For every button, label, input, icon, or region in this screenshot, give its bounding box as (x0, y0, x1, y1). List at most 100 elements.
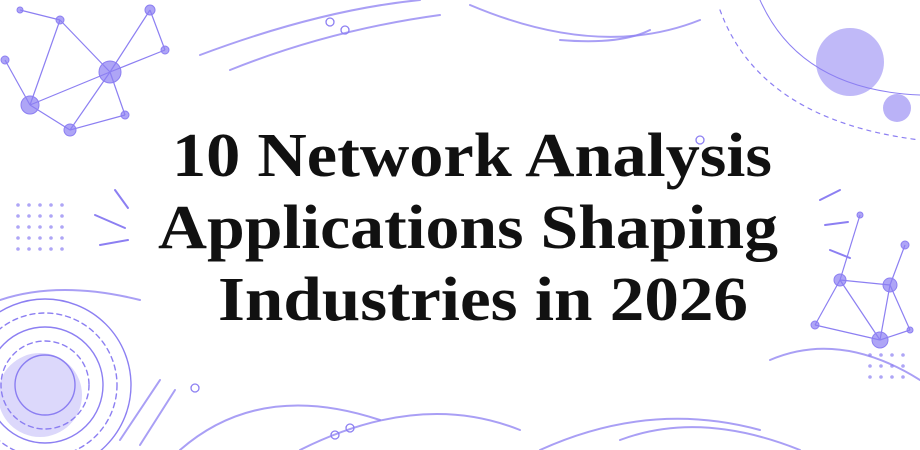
scribble (539, 417, 761, 450)
dot (38, 247, 42, 251)
swirl-ring (0, 340, 90, 430)
network-edge (19, 9, 61, 21)
network-node (0, 55, 10, 65)
dot (49, 236, 53, 240)
network-edge (889, 284, 911, 331)
dot (27, 225, 31, 229)
dot (27, 247, 31, 251)
dot (60, 247, 64, 251)
network-edge (814, 324, 881, 341)
network-edge (149, 9, 166, 51)
network-node (906, 326, 914, 334)
network-edge (814, 279, 841, 326)
title: 10 Network Analysis Applications Shaping… (158, 122, 778, 334)
dot (16, 214, 20, 218)
network-node (55, 15, 65, 25)
spark (94, 214, 126, 229)
network-edge (69, 71, 111, 131)
scribble (229, 14, 441, 71)
orbit (719, 9, 920, 141)
dot (16, 225, 20, 229)
dot (16, 247, 20, 251)
scribble (139, 389, 176, 446)
scribble (299, 413, 521, 450)
dot (38, 236, 42, 240)
dot (49, 214, 53, 218)
network-edge (879, 284, 891, 341)
network-node (160, 45, 170, 55)
network-node (16, 6, 24, 14)
ring (345, 423, 355, 433)
orbit (759, 0, 920, 96)
swirl-fill (0, 353, 82, 437)
dot (60, 214, 64, 218)
network-node (810, 320, 820, 330)
ring (325, 17, 335, 27)
dot (868, 364, 872, 368)
dot (27, 203, 31, 207)
network-node (98, 60, 122, 84)
ring (695, 135, 705, 145)
network-edge (839, 214, 861, 281)
dot (60, 236, 64, 240)
title-line: 10 Network Analysis (172, 122, 772, 190)
title-line: Applications Shaping (158, 194, 778, 262)
network-edge (29, 71, 111, 106)
scribble (199, 0, 421, 56)
scribble (0, 289, 141, 301)
dot (49, 203, 53, 207)
ring (340, 25, 350, 35)
dot (868, 375, 872, 379)
scribble (619, 426, 801, 450)
ring (190, 383, 200, 393)
network-edge (839, 279, 881, 341)
scribble (559, 29, 651, 43)
network-edge (109, 9, 151, 73)
dot (879, 375, 883, 379)
dot (60, 225, 64, 229)
network-node (856, 211, 864, 219)
network-node (20, 95, 40, 115)
scribble (769, 347, 920, 381)
network-node (871, 331, 889, 349)
network-node (120, 110, 130, 120)
network-edge (839, 279, 891, 286)
dot (879, 364, 883, 368)
network-node (833, 273, 847, 287)
spark (824, 221, 849, 226)
dot (901, 375, 905, 379)
planet (816, 28, 884, 96)
network-edge (59, 19, 111, 73)
dot (49, 225, 53, 229)
dot (16, 236, 20, 240)
dot (27, 214, 31, 218)
network-node (63, 123, 77, 137)
dot (27, 236, 31, 240)
spark (829, 249, 851, 259)
swirl-ring (0, 298, 132, 450)
dot (16, 203, 20, 207)
swirl-ring (0, 312, 118, 450)
dot (890, 353, 894, 357)
title-line: Industries in 2026 (218, 266, 748, 334)
dot (38, 225, 42, 229)
dot (38, 203, 42, 207)
dot (901, 353, 905, 357)
dot (60, 203, 64, 207)
spark (99, 239, 129, 246)
network-edge (69, 114, 126, 131)
network-node (144, 4, 156, 16)
swirl-ring (14, 354, 76, 416)
spark (819, 189, 841, 201)
swirl-ring (0, 326, 104, 444)
planet (883, 94, 911, 122)
network-edge (29, 19, 61, 106)
dot (49, 247, 53, 251)
scribble (179, 404, 381, 450)
dot (901, 364, 905, 368)
network-node (882, 277, 898, 293)
dot (38, 214, 42, 218)
